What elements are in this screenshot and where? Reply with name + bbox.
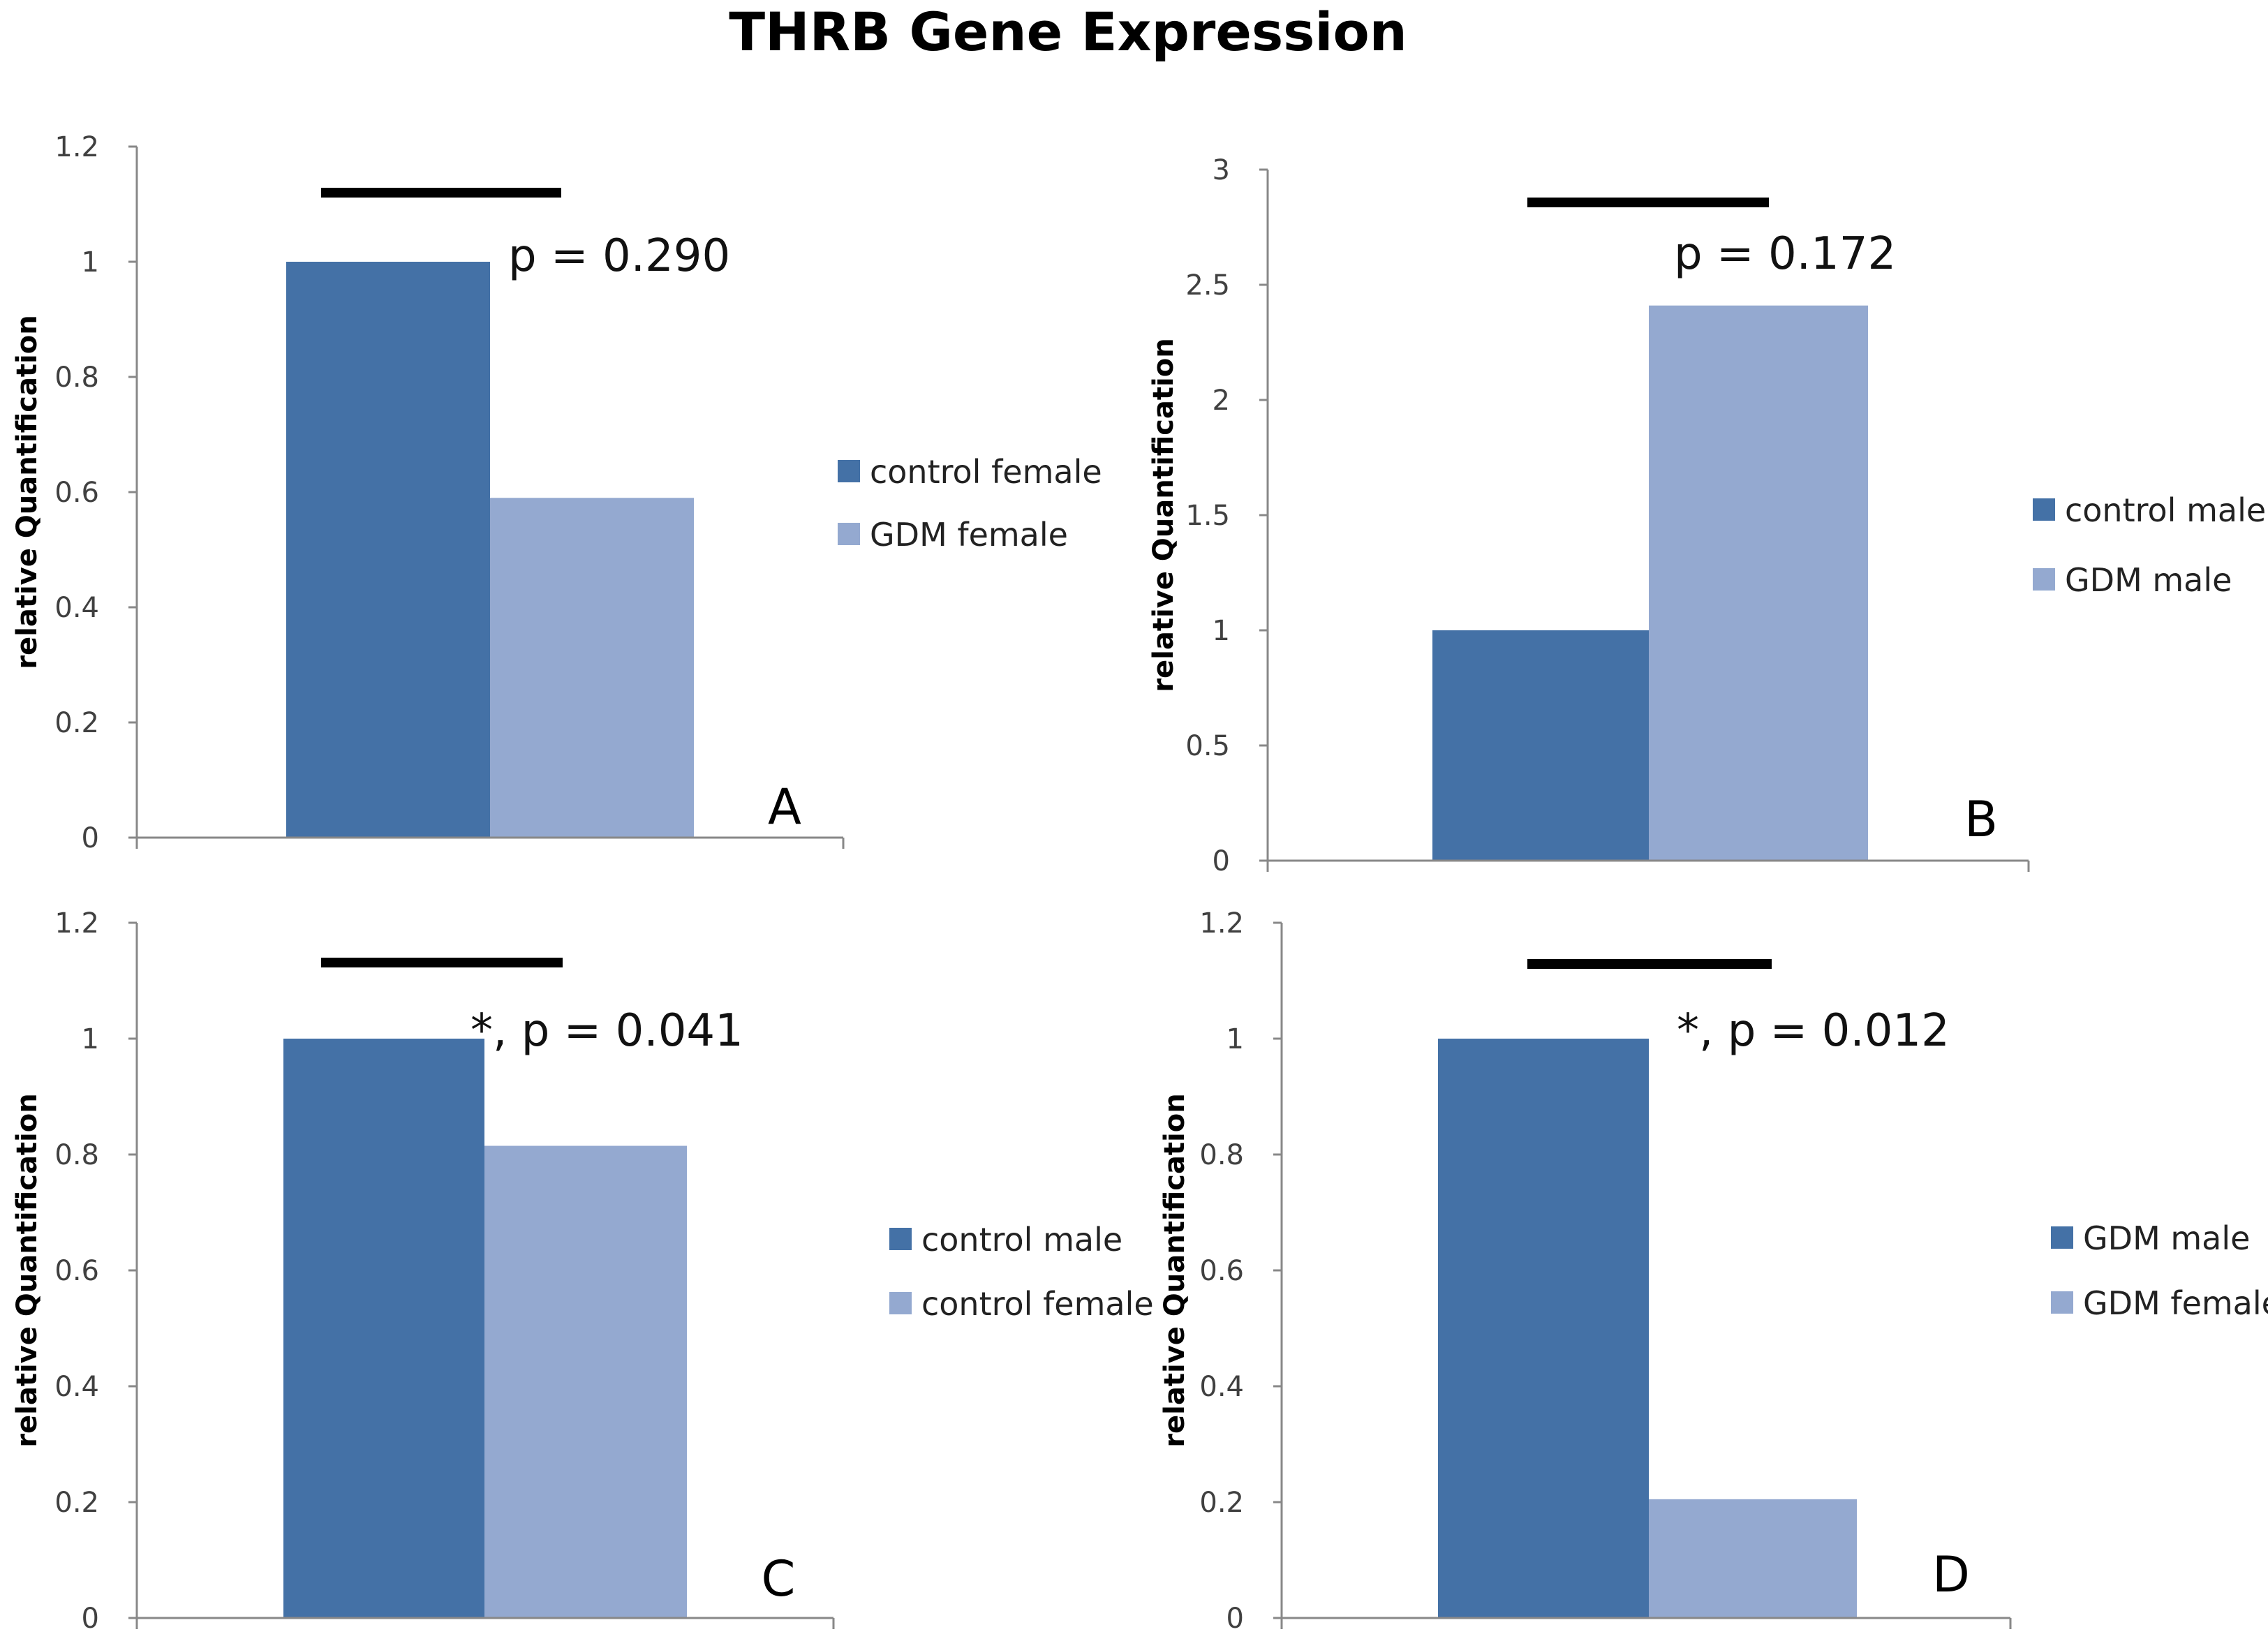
y-tick-label-b: 1: [1213, 615, 1230, 647]
legend-swatch-b-2: [2033, 568, 2055, 591]
y-tick-label-d: 0.6: [1199, 1255, 1244, 1287]
y-tick-label-c: 0.4: [54, 1371, 99, 1403]
y-tick-label-c: 0: [82, 1603, 99, 1635]
y-tick-label-c: 0.6: [54, 1255, 99, 1287]
p-value-b: p = 0.172: [1674, 228, 1896, 280]
panels: 0 0.2 0.4 0.6 0.8 1 1.2 relative Quantification…: [11, 131, 2268, 1635]
panel-label-b: B: [1964, 791, 1998, 848]
y-tick-label-c: 1.2: [54, 907, 99, 940]
panel-d: 0 0.2 0.4 0.6 0.8 1 1.2 relative Quantification…: [1159, 907, 2268, 1635]
y-tick-label-d: 0: [1226, 1603, 1244, 1635]
y-tick-label-b: 1.5: [1185, 500, 1230, 532]
y-tick-label-a: 1.2: [54, 131, 99, 163]
legend-label-b-2: GDM male: [2065, 561, 2232, 599]
bar-a-1: [286, 262, 490, 838]
bar-d-1: [1438, 1039, 1649, 1618]
legend-swatch-c-2: [889, 1292, 912, 1314]
legend-label-c-2: control female: [921, 1285, 1154, 1323]
y-tick-label-a: 0.8: [54, 362, 99, 394]
y-tick-label-a: 1: [82, 246, 99, 279]
y-axis-label-d: relative Quantification: [1159, 1093, 1191, 1447]
y-tick-label-b: 0: [1213, 845, 1230, 877]
legend-label-a-1: control female: [870, 453, 1102, 491]
panel-label-d: D: [1932, 1546, 1970, 1603]
p-value-d: *, p = 0.012: [1677, 1005, 1950, 1057]
y-tick-label-d: 1: [1226, 1023, 1244, 1055]
legend-label-d-1: GDM male: [2083, 1219, 2250, 1257]
legend-label-b-1: control male: [2065, 491, 2266, 529]
panel-label-a: A: [768, 778, 801, 836]
y-tick-label-b: 0.5: [1185, 730, 1230, 762]
y-tick-label-d: 1.2: [1199, 907, 1244, 940]
y-tick-label-a: 0.6: [54, 477, 99, 509]
y-tick-label-b: 3: [1213, 154, 1230, 186]
y-tick-label-c: 0.2: [54, 1487, 99, 1519]
y-tick-label-b: 2: [1213, 385, 1230, 417]
bar-d-2: [1649, 1499, 1857, 1618]
panel-label-c: C: [762, 1550, 796, 1608]
y-tick-label-a: 0.4: [54, 592, 99, 624]
panel-a: 0 0.2 0.4 0.6 0.8 1 1.2 relative Quantification…: [11, 131, 1102, 854]
bar-b-1: [1432, 630, 1649, 861]
y-tick-label-a: 0: [82, 822, 99, 854]
y-axis-label-c: relative Quantification: [11, 1093, 43, 1447]
figure-title: THRB Gene Expression: [729, 1, 1407, 63]
legend-swatch-d-1: [2051, 1226, 2073, 1249]
y-tick-label-c: 1: [82, 1023, 99, 1055]
y-tick-label-c: 0.8: [54, 1139, 99, 1171]
y-axis-label-a: relative Quantification: [11, 315, 43, 669]
y-axis-label-b: relative Quantification: [1148, 338, 1180, 692]
bar-c-1: [283, 1039, 484, 1618]
legend-swatch-c-1: [889, 1228, 912, 1250]
legend-label-c-1: control male: [921, 1221, 1122, 1259]
p-value-a: p = 0.290: [508, 230, 730, 282]
y-tick-label-d: 0.2: [1199, 1487, 1244, 1519]
legend-swatch-a-1: [838, 460, 860, 482]
bar-a-2: [490, 498, 694, 838]
bar-c-2: [484, 1145, 687, 1618]
panel-b: 0 0.5 1 1.5 2 2.5 3 relative Quantification p = …: [1148, 154, 2266, 877]
legend-label-a-2: GDM female: [870, 516, 1068, 554]
y-tick-label-b: 2.5: [1185, 269, 1230, 302]
legend-swatch-d-2: [2051, 1291, 2073, 1314]
bar-b-2: [1649, 305, 1868, 861]
panel-c: 0 0.2 0.4 0.6 0.8 1 1.2 relative Quantification…: [11, 907, 1154, 1635]
p-value-c: *, p = 0.041: [470, 1005, 743, 1057]
legend-swatch-b-1: [2033, 498, 2055, 521]
y-tick-label-a: 0.2: [54, 707, 99, 739]
y-tick-label-d: 0.4: [1199, 1371, 1244, 1403]
legend-swatch-a-2: [838, 523, 860, 545]
y-tick-label-d: 0.8: [1199, 1139, 1244, 1171]
legend-label-d-2: GDM female: [2083, 1284, 2268, 1322]
